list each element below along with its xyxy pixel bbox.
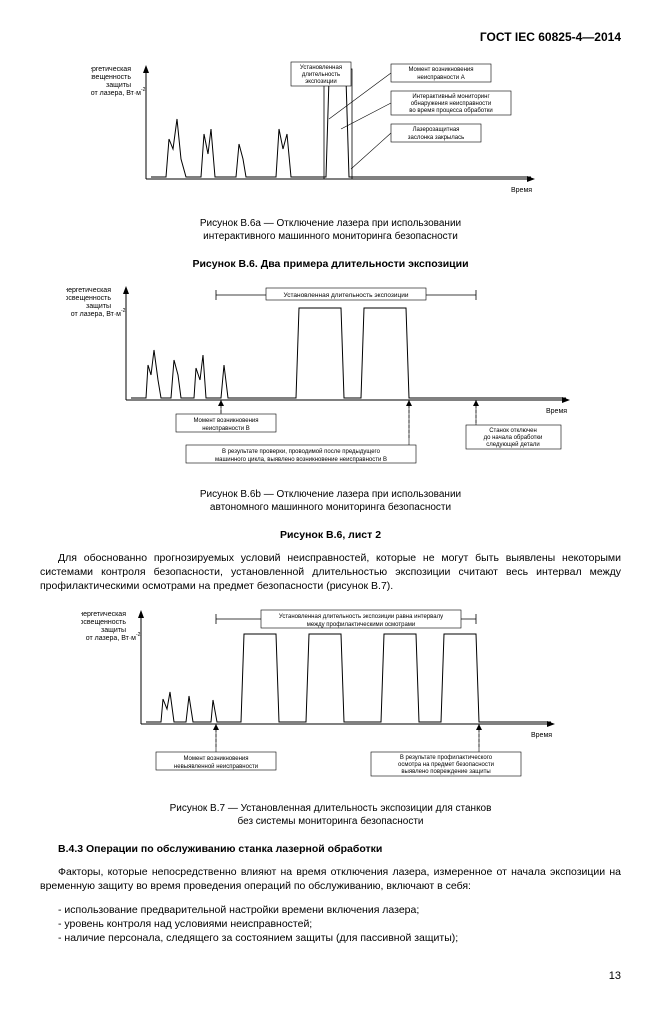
svg-text:обнаружения неисправности: обнаружения неисправности — [410, 101, 491, 107]
svg-text:защиты: защиты — [105, 82, 130, 89]
svg-text:выявлено повреждение защиты: выявлено повреждение защиты — [401, 769, 490, 775]
fig6a-caption: Рисунок B.6а — Отключение лазера при исп… — [40, 217, 621, 243]
svg-text:защиты: защиты — [85, 303, 110, 310]
svg-text:-2: -2 — [141, 87, 146, 93]
svg-text:В результате проверки, проводи: В результате проверки, проводимой после … — [222, 448, 381, 455]
svg-text:Время: Время — [531, 732, 552, 739]
figure-b6a-svg: Энергетическая освещенность защиты от ла… — [91, 59, 571, 209]
figure-b6b: Энергетическая освещенность защиты от ла… — [40, 280, 621, 514]
svg-text:Время: Время — [546, 408, 567, 415]
doc-header: ГОСТ IEC 60825-4—2014 — [40, 30, 621, 44]
svg-text:экспозиции: экспозиции — [305, 79, 337, 85]
svg-text:следующей детали: следующей детали — [486, 441, 539, 448]
svg-text:заслонка закрылась: заслонка закрылась — [407, 135, 463, 141]
svg-text:во время процесса обработки: во время процесса обработки — [409, 108, 492, 114]
svg-text:освещенность: освещенность — [91, 74, 131, 81]
bullet-3: - наличие персонала, следящего за состоя… — [40, 931, 621, 945]
figure-b7-svg: Энергетическая освещенность защиты от ла… — [81, 604, 581, 794]
figure-b6b-svg: Энергетическая освещенность защиты от ла… — [66, 280, 596, 480]
svg-text:Энергетическая: Энергетическая — [81, 611, 126, 618]
svg-text:Энергетическая: Энергетическая — [91, 66, 131, 73]
svg-text:Момент возникновения: Момент возникновения — [408, 67, 473, 73]
svg-text:машинного цикла, выявлено возн: машинного цикла, выявлено возникновение … — [215, 457, 387, 463]
svg-text:неисправности В: неисправности В — [202, 426, 250, 432]
figure-b7: Энергетическая освещенность защиты от ла… — [40, 604, 621, 828]
svg-text:-2: -2 — [136, 632, 141, 638]
fig6b-caption: Рисунок B.6b — Отключение лазера при исп… — [40, 488, 621, 514]
svg-text:Момент возникновения: Момент возникновения — [193, 418, 258, 424]
svg-text:-2: -2 — [121, 308, 126, 314]
svg-text:Станок отключен: Станок отключен — [489, 428, 537, 434]
bullet-2: - уровень контроля над условиями неиспра… — [40, 917, 621, 931]
svg-text:Установленная: Установленная — [299, 65, 341, 71]
svg-text:длительность: длительность — [301, 72, 339, 78]
svg-text:В результате профилактического: В результате профилактического — [399, 755, 492, 761]
paragraph-1: Для обоснованно прогнозируемых условий н… — [40, 551, 621, 594]
section-b43-heading: B.4.3 Операции по обслуживанию станка ла… — [40, 843, 621, 855]
svg-text:осмотра на предмет безопасност: осмотра на предмет безопасности — [398, 762, 494, 768]
figure-b6-sheet: Рисунок B.6, лист 2 — [40, 529, 621, 541]
svg-text:между профилактическими осмотр: между профилактическими осмотрами — [306, 622, 415, 628]
svg-text:Время: Время — [511, 187, 532, 194]
page-number: 13 — [40, 970, 621, 982]
svg-text:Интерактивный мониторинг: Интерактивный мониторинг — [412, 93, 490, 100]
svg-text:от лазера, Вт·м: от лазера, Вт·м — [70, 311, 120, 318]
figure-b6a: Энергетическая освещенность защиты от ла… — [40, 59, 621, 243]
svg-text:Установленная длительность экс: Установленная длительность экспозиции ра… — [278, 614, 442, 620]
svg-text:Энергетическая: Энергетическая — [66, 287, 111, 294]
figure-b6-title: Рисунок B.6. Два примера длительности эк… — [40, 258, 621, 270]
svg-text:Установленная длительность экс: Установленная длительность экспозиции — [283, 292, 408, 299]
svg-text:освещенность: освещенность — [81, 619, 126, 626]
svg-text:от лазера, Вт·м: от лазера, Вт·м — [91, 90, 141, 97]
svg-text:Момент возникновения: Момент возникновения — [183, 756, 248, 762]
svg-text:от лазера, Вт·м: от лазера, Вт·м — [85, 635, 135, 642]
svg-text:защиты: защиты — [100, 627, 125, 634]
svg-text:неисправности А: неисправности А — [417, 75, 465, 81]
bullet-1: - использование предварительной настройк… — [40, 903, 621, 917]
svg-text:Лазерозащитная: Лазерозащитная — [412, 127, 459, 133]
paragraph-2: Факторы, которые непосредственно влияют … — [40, 865, 621, 893]
svg-text:освещенность: освещенность — [66, 295, 111, 302]
svg-text:невыявленной неисправности: невыявленной неисправности — [173, 763, 257, 770]
svg-text:до начала обработки: до начала обработки — [483, 435, 542, 441]
fig7-caption: Рисунок B.7 — Установленная длительность… — [40, 802, 621, 828]
